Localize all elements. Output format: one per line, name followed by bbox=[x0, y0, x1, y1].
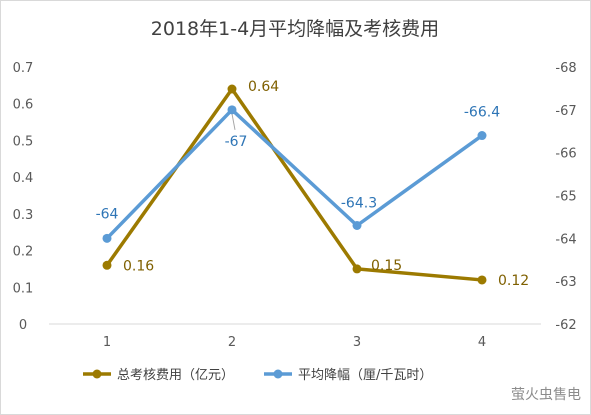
label-leader-lines bbox=[231, 113, 386, 272]
x-tick-label: 2 bbox=[228, 335, 236, 350]
right-tick-label: -63 bbox=[555, 275, 576, 290]
data-label-1: 0.16 bbox=[123, 258, 154, 274]
data-point-1 bbox=[352, 264, 362, 274]
left-tick-label: 0.4 bbox=[13, 171, 34, 186]
left-tick-label: 0.3 bbox=[13, 208, 34, 223]
data-point-2 bbox=[102, 233, 112, 243]
data-label-2: -67 bbox=[225, 134, 248, 150]
left-tick-label: 0 bbox=[19, 318, 27, 333]
right-tick-label: -65 bbox=[555, 190, 576, 205]
series-line-2 bbox=[105, 108, 484, 241]
left-tick-label: 0.7 bbox=[13, 61, 34, 76]
data-label-1: 0.12 bbox=[498, 273, 529, 289]
legend-swatch-marker bbox=[273, 369, 283, 379]
data-labels: 0.16 0.64 0.15 0.12 -64 -67 -64.3 -66.4 bbox=[96, 79, 530, 289]
legend: 总考核费用（亿元） 平均降幅（厘/千瓦时） bbox=[83, 368, 432, 383]
right-tick-label: -62 bbox=[555, 318, 576, 333]
data-point-1 bbox=[477, 275, 487, 285]
left-axis-ticks: 0 0.1 0.2 0.3 0.4 0.5 0.6 0.7 bbox=[13, 61, 34, 333]
left-tick-label: 0.1 bbox=[13, 281, 34, 296]
left-tick-label: 0.5 bbox=[13, 134, 34, 149]
data-point-2 bbox=[352, 220, 362, 230]
data-label-2: -66.4 bbox=[464, 105, 500, 121]
x-tick-label: 3 bbox=[353, 335, 361, 350]
data-point-2 bbox=[227, 105, 237, 115]
series-points bbox=[102, 84, 487, 285]
legend-swatch-marker bbox=[92, 369, 102, 379]
leader-line bbox=[231, 113, 236, 130]
x-tick-label: 4 bbox=[478, 335, 486, 350]
chart-title: 2018年1-4月平均降幅及考核费用 bbox=[151, 18, 439, 40]
data-label-2: -64.3 bbox=[341, 195, 377, 211]
right-tick-label: -66 bbox=[555, 147, 576, 162]
x-axis-ticks: 1 2 3 4 bbox=[103, 335, 486, 350]
right-tick-label: -67 bbox=[555, 104, 576, 119]
right-tick-label: -64 bbox=[555, 232, 576, 247]
legend-label: 平均降幅（厘/千瓦时） bbox=[298, 368, 432, 383]
watermark-text: 萤火虫售电 bbox=[511, 387, 581, 403]
data-label-2: -64 bbox=[96, 206, 119, 222]
left-tick-label: 0.6 bbox=[13, 98, 34, 113]
series-lines bbox=[105, 87, 484, 282]
data-label-1: 0.15 bbox=[371, 258, 402, 274]
left-tick-label: 0.2 bbox=[13, 245, 34, 260]
data-point-1 bbox=[227, 84, 237, 94]
data-label-1: 0.64 bbox=[248, 79, 279, 95]
series-line-1 bbox=[105, 87, 484, 282]
right-axis-ticks: -62 -63 -64 -65 -66 -67 -68 bbox=[555, 61, 576, 333]
x-tick-label: 1 bbox=[103, 335, 111, 350]
data-point-2 bbox=[477, 131, 487, 141]
legend-label: 总考核费用（亿元） bbox=[117, 368, 234, 383]
right-tick-label: -68 bbox=[555, 61, 576, 76]
data-point-1 bbox=[102, 260, 112, 270]
